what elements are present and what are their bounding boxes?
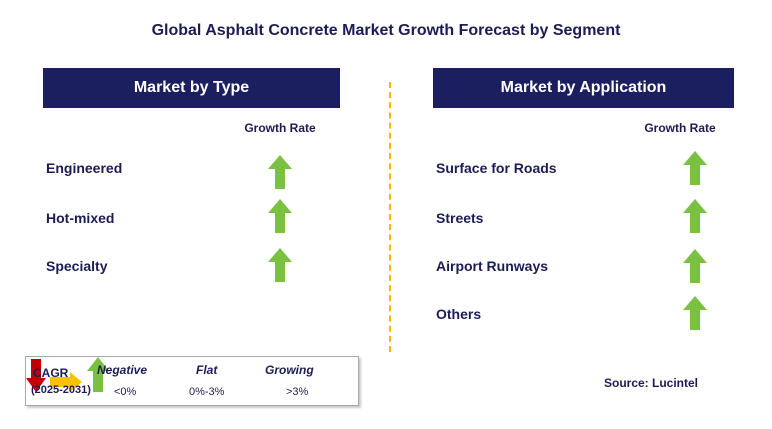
row-label-streets: Streets (436, 210, 484, 226)
legend-flat-label: Flat (196, 363, 218, 377)
row-label-surface-for-roads: Surface for Roads (436, 160, 557, 176)
green-up-arrow-icon (268, 248, 292, 282)
cagr-legend: CAGR (2025-2031) Negative <0% Flat 0%-3%… (25, 356, 359, 406)
panel-header-application: Market by Application (433, 68, 734, 108)
panel-divider (389, 82, 391, 352)
legend-negative-value: <0% (114, 386, 137, 398)
green-up-arrow-icon (683, 249, 707, 283)
growth-rate-label-application: Growth Rate (644, 121, 716, 135)
legend-growing-value: >3% (286, 386, 309, 398)
legend-growing-label: Growing (265, 363, 314, 377)
panel-header-type: Market by Type (43, 68, 340, 108)
legend-cagr-label: CAGR (33, 366, 69, 380)
green-up-arrow-icon (268, 155, 292, 189)
legend-years: (2025-2031) (31, 384, 91, 396)
red-down-arrow-icon (26, 359, 46, 392)
legend-negative-label: Negative (97, 363, 148, 377)
source-label: Source: Lucintel (604, 376, 699, 390)
green-up-arrow-icon (683, 151, 707, 185)
row-label-engineered: Engineered (46, 160, 123, 176)
row-label-specialty: Specialty (46, 258, 108, 274)
growth-rate-label-type: Growth Rate (244, 121, 316, 135)
green-up-arrow-icon (86, 357, 109, 392)
green-up-arrow-icon (683, 199, 707, 233)
chart-title: Global Asphalt Concrete Market Growth Fo… (151, 22, 621, 39)
row-label-others: Others (436, 306, 482, 322)
green-up-arrow-icon (268, 199, 292, 233)
row-label-hot-mixed: Hot-mixed (46, 210, 115, 226)
green-up-arrow-icon (683, 296, 707, 330)
row-label-airport-runways: Airport Runways (436, 258, 549, 274)
yellow-right-arrow-icon (50, 372, 83, 392)
legend-flat-value: 0%-3% (189, 386, 225, 398)
